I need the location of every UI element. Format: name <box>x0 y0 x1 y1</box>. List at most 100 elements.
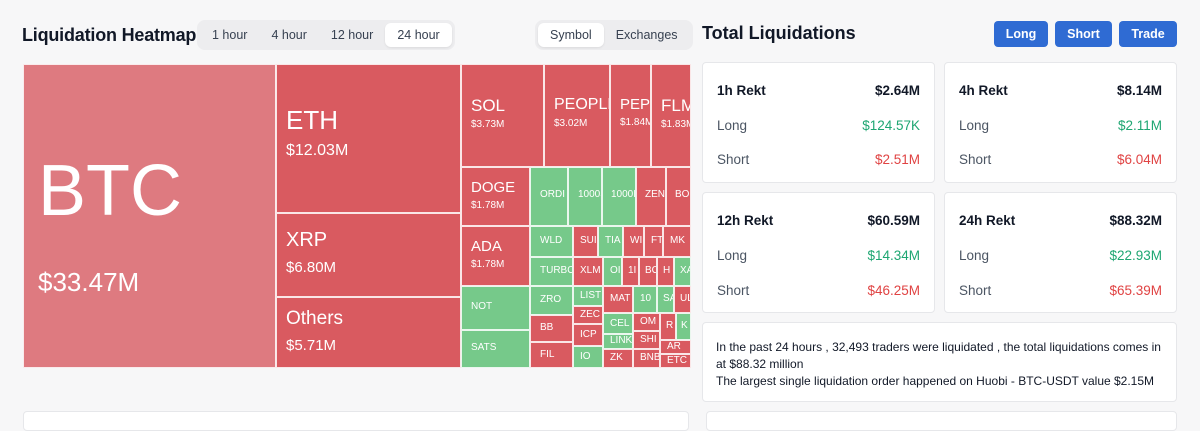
treemap-cell-symbol: R <box>666 320 674 331</box>
treemap-cell-1i[interactable]: 1I <box>622 257 639 286</box>
treemap-cell-flm[interactable]: FLM $1.83M <box>651 64 691 167</box>
treemap-cell-symbol: BO <box>645 265 656 276</box>
tab-symbol[interactable]: Symbol <box>538 23 604 47</box>
trade-button[interactable]: Trade <box>1119 21 1177 47</box>
treemap-cell-value: $33.47M <box>38 267 140 297</box>
long-value: $22.93M <box>1109 248 1162 263</box>
treemap-cell-zec[interactable]: ZEC <box>573 306 603 324</box>
treemap-cell-bo[interactable]: BO <box>639 257 657 286</box>
treemap-cell-symbol: 10 <box>640 293 652 304</box>
treemap-cell-sats[interactable]: SATS <box>461 330 530 368</box>
treemap-cell-symbol: ZK <box>610 352 623 363</box>
treemap-cell-symbol: IO <box>580 351 591 362</box>
treemap-cell-symbol: UL <box>680 293 690 304</box>
treemap-cell-10[interactable]: 10 <box>633 286 657 313</box>
treemap-cell-zro[interactable]: ZRO <box>530 286 573 315</box>
treemap-cell-om[interactable]: OM <box>633 313 660 331</box>
short-label: Short <box>717 283 750 298</box>
treemap-cell-wi[interactable]: WI <box>623 226 644 257</box>
treemap-cell-list[interactable]: LIST <box>573 286 603 306</box>
treemap-cell-pepe[interactable]: PEPE $1.84M <box>610 64 651 167</box>
short-button[interactable]: Short <box>1055 21 1112 47</box>
heatmap-header: Liquidation Heatmap <box>22 20 196 50</box>
treemap-cell-symbol: 1I <box>628 265 637 276</box>
treemap-cell-symbol: TIA <box>605 235 621 246</box>
treemap-cell-k[interactable]: K <box>676 313 691 340</box>
time-range-tabs: 1 hour 4 hour 12 hour 24 hour <box>197 20 455 50</box>
treemap-cell-doge[interactable]: DOGE $1.78M <box>461 167 530 226</box>
treemap-cell-symbol: SOL <box>471 96 506 115</box>
treemap-cell-symbol: SA <box>663 293 673 304</box>
treemap-cell-xa[interactable]: XA <box>674 257 691 286</box>
treemap-cell-btc[interactable]: BTC $33.47M <box>23 64 276 368</box>
treemap-cell-symbol: XRP <box>286 229 328 251</box>
treemap-cell-mat[interactable]: MAT <box>603 286 633 313</box>
treemap-cell-1000i[interactable]: 1000I <box>602 167 636 226</box>
treemap-cell-symbol: ADA <box>471 238 502 255</box>
short-value: $46.25M <box>867 283 920 298</box>
treemap-cell-bon[interactable]: BON <box>666 167 691 226</box>
treemap-cell-icp[interactable]: ICP <box>573 324 603 346</box>
treemap-cell-value: $5.71M <box>286 337 337 354</box>
treemap-cell-ar[interactable]: AR <box>660 340 691 354</box>
tab-12-hour[interactable]: 12 hour <box>319 23 385 47</box>
treemap-cell-bnb[interactable]: BNB <box>633 349 660 368</box>
treemap-cell-symbol: OM <box>640 316 657 327</box>
treemap-cell-r[interactable]: R <box>660 313 676 340</box>
long-value: $124.57K <box>862 118 920 133</box>
treemap-cell-etc[interactable]: ETC <box>660 354 691 368</box>
treemap-cell-cel[interactable]: CEL <box>603 313 633 334</box>
treemap-cell-ada[interactable]: ADA $1.78M <box>461 226 530 286</box>
treemap-cell-people[interactable]: PEOPLE $3.02M <box>544 64 610 167</box>
treemap-cell-symbol: WI <box>630 235 643 246</box>
short-label: Short <box>717 152 750 167</box>
tab-24-hour[interactable]: 24 hour <box>385 23 452 47</box>
treemap-cell-value: $1.78M <box>471 259 505 270</box>
treemap-cell-others[interactable]: Others $5.71M <box>276 297 461 368</box>
treemap-cell-symbol: PEPE <box>620 96 651 113</box>
treemap-cell-symbol: DOGE <box>471 179 516 196</box>
tab-1-hour[interactable]: 1 hour <box>200 23 259 47</box>
treemap-cell-wld[interactable]: WLD <box>530 226 573 257</box>
tab-4-hour[interactable]: 4 hour <box>259 23 318 47</box>
short-value: $65.39M <box>1109 283 1162 298</box>
treemap-cell-xrp[interactable]: XRP $6.80M <box>276 213 461 297</box>
long-label: Long <box>717 248 748 263</box>
treemap-cell-turbo[interactable]: TURBO <box>530 257 573 286</box>
tab-exchanges[interactable]: Exchanges <box>604 23 690 47</box>
treemap-cell-symbol: TURBO <box>540 265 573 276</box>
treemap-cell-oi[interactable]: OI <box>603 257 622 286</box>
treemap-cell-fil[interactable]: FIL <box>530 342 573 368</box>
treemap-cell-1000s[interactable]: 1000S <box>568 167 602 226</box>
treemap-cell-symbol: LIST <box>580 290 602 301</box>
treemap-cell-bb[interactable]: BB <box>530 315 573 342</box>
short-value: $2.51M <box>874 152 920 167</box>
treemap-cell-h[interactable]: H <box>657 257 674 286</box>
treemap-cell-fti[interactable]: FTI <box>644 226 663 257</box>
treemap-cell-sol[interactable]: SOL $3.73M <box>461 64 544 167</box>
treemap-cell-shi[interactable]: SHI <box>633 331 660 349</box>
rekt-card-24h: 24h Rekt $88.32M Long $22.93M Short $65.39M <box>944 192 1177 313</box>
treemap-cell-symbol: ZRO <box>540 294 562 305</box>
treemap-cell-symbol: XA <box>680 265 690 276</box>
treemap-cell-not[interactable]: NOT <box>461 286 530 330</box>
treemap-cell-zk[interactable]: ZK <box>603 349 633 368</box>
treemap-cell-mk[interactable]: MK <box>663 226 691 257</box>
treemap-cell-sui[interactable]: SUI <box>573 226 598 257</box>
treemap-cell-tia[interactable]: TIA <box>598 226 623 257</box>
long-button[interactable]: Long <box>994 21 1048 47</box>
rekt-card-label: 24h Rekt <box>959 213 1016 228</box>
liquidation-treemap: BTC $33.47M ETH $12.03M XRP $6.80M Others $5.71… <box>23 64 691 368</box>
treemap-cell-zen[interactable]: ZEN <box>636 167 666 226</box>
treemap-cell-symbol: BTC <box>38 151 182 231</box>
treemap-cell-ordi[interactable]: ORDI <box>530 167 568 226</box>
treemap-cell-symbol: BNB <box>640 352 660 363</box>
treemap-cell-eth[interactable]: ETH $12.03M <box>276 64 461 213</box>
treemap-cell-xlm[interactable]: XLM <box>573 257 603 286</box>
treemap-cell-link[interactable]: LINK <box>603 334 633 349</box>
treemap-cell-symbol: 1000S <box>578 189 601 200</box>
treemap-cell-sa[interactable]: SA <box>657 286 674 313</box>
treemap-cell-value: $1.83M <box>661 119 690 130</box>
treemap-cell-ul[interactable]: UL <box>674 286 691 313</box>
treemap-cell-io[interactable]: IO <box>573 346 603 368</box>
